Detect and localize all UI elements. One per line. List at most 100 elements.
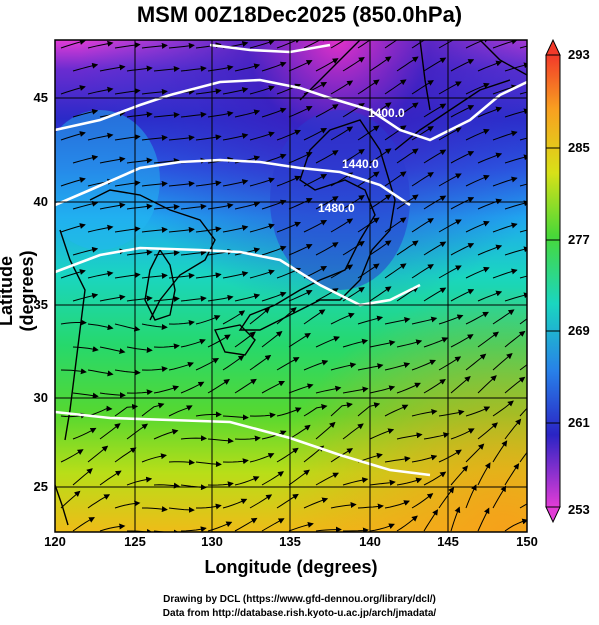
streamline (315, 472, 339, 486)
colorbar-tick-label: 261 (568, 415, 590, 430)
streamline (87, 270, 114, 279)
streamline (384, 40, 398, 49)
streamline (303, 128, 328, 141)
streamline (315, 196, 339, 210)
streamline (87, 445, 109, 463)
streamline (195, 358, 220, 371)
streamline (315, 58, 339, 72)
streamline (180, 111, 207, 118)
streamline (303, 220, 328, 233)
colorbar (545, 38, 561, 524)
y-tick-label: 45 (33, 90, 48, 105)
streamline (249, 131, 275, 141)
streamline (519, 275, 527, 279)
streamline (99, 470, 122, 486)
map-title: MSM 00Z18Dec2025 (850.0hPa) (136, 2, 463, 27)
streamline (261, 330, 283, 348)
streamline (369, 385, 396, 394)
streamline (222, 179, 249, 187)
streamline (504, 200, 527, 210)
streamline (180, 203, 207, 210)
streamline (411, 454, 438, 463)
streamline (276, 407, 302, 417)
streamline (450, 197, 475, 210)
streamline (153, 429, 179, 440)
streamline (99, 423, 121, 440)
streamline (288, 60, 313, 72)
streamline (288, 383, 314, 394)
streamline (423, 337, 449, 348)
streamline (180, 338, 206, 348)
streamline (396, 382, 421, 394)
streamline (438, 127, 462, 141)
streamline (195, 180, 222, 187)
streamline (249, 354, 272, 371)
streamline (477, 422, 498, 440)
streamline (504, 292, 527, 302)
streamline (261, 107, 287, 118)
streamline (477, 462, 491, 486)
streamline (519, 91, 527, 95)
streamline (60, 319, 87, 326)
streamline (249, 494, 273, 509)
streamline (249, 453, 275, 463)
streamline (168, 42, 195, 49)
streamline (261, 518, 285, 532)
streamline (180, 295, 207, 302)
streamline (114, 226, 141, 233)
streamline (195, 272, 222, 279)
streamline (315, 104, 339, 118)
streamline (411, 126, 434, 141)
streamline (384, 263, 407, 279)
x-tick-label: 150 (516, 534, 538, 549)
streamline (330, 312, 355, 325)
streamline (384, 362, 411, 371)
streamline (114, 272, 141, 279)
streamline (222, 498, 248, 509)
streamline (60, 269, 86, 279)
streamline (288, 469, 310, 486)
streamline (465, 174, 490, 187)
streamline (519, 503, 527, 509)
streamline (369, 56, 392, 72)
streamline (72, 246, 99, 256)
contour-labels: 1400.0 1440.0 1480.0 (318, 106, 405, 215)
streamline (519, 137, 527, 141)
streamline (438, 409, 465, 417)
streamline (342, 338, 369, 348)
streamline (114, 180, 141, 187)
y-tick-label: 35 (33, 297, 48, 312)
x-tick-label: 125 (124, 534, 146, 549)
streamline (357, 171, 380, 187)
streamline (396, 432, 423, 440)
streamline (222, 310, 246, 325)
colorbar-tick-label: 277 (568, 232, 590, 247)
height-contours (55, 43, 527, 477)
streamline (450, 506, 461, 532)
streamline (126, 157, 153, 164)
streamline (234, 378, 257, 394)
streamline (492, 84, 518, 95)
streamline (196, 503, 222, 510)
streamline (303, 309, 326, 325)
streamline (126, 295, 153, 302)
streamline (438, 356, 462, 371)
streamline (114, 369, 141, 376)
streamline (384, 317, 411, 325)
streamline (87, 323, 114, 331)
streamline (504, 463, 520, 486)
streamline (369, 102, 392, 118)
streamline (60, 449, 84, 463)
streamline (168, 319, 195, 326)
streamline (504, 518, 527, 532)
streamline (342, 102, 365, 118)
streamline (60, 131, 86, 141)
streamline (492, 268, 518, 279)
streamline (438, 265, 462, 279)
streamline (369, 340, 396, 348)
x-axis-label: Longitude (degrees) (204, 557, 378, 577)
streamline (357, 40, 371, 49)
streamline (87, 494, 111, 509)
streamline (465, 443, 485, 463)
